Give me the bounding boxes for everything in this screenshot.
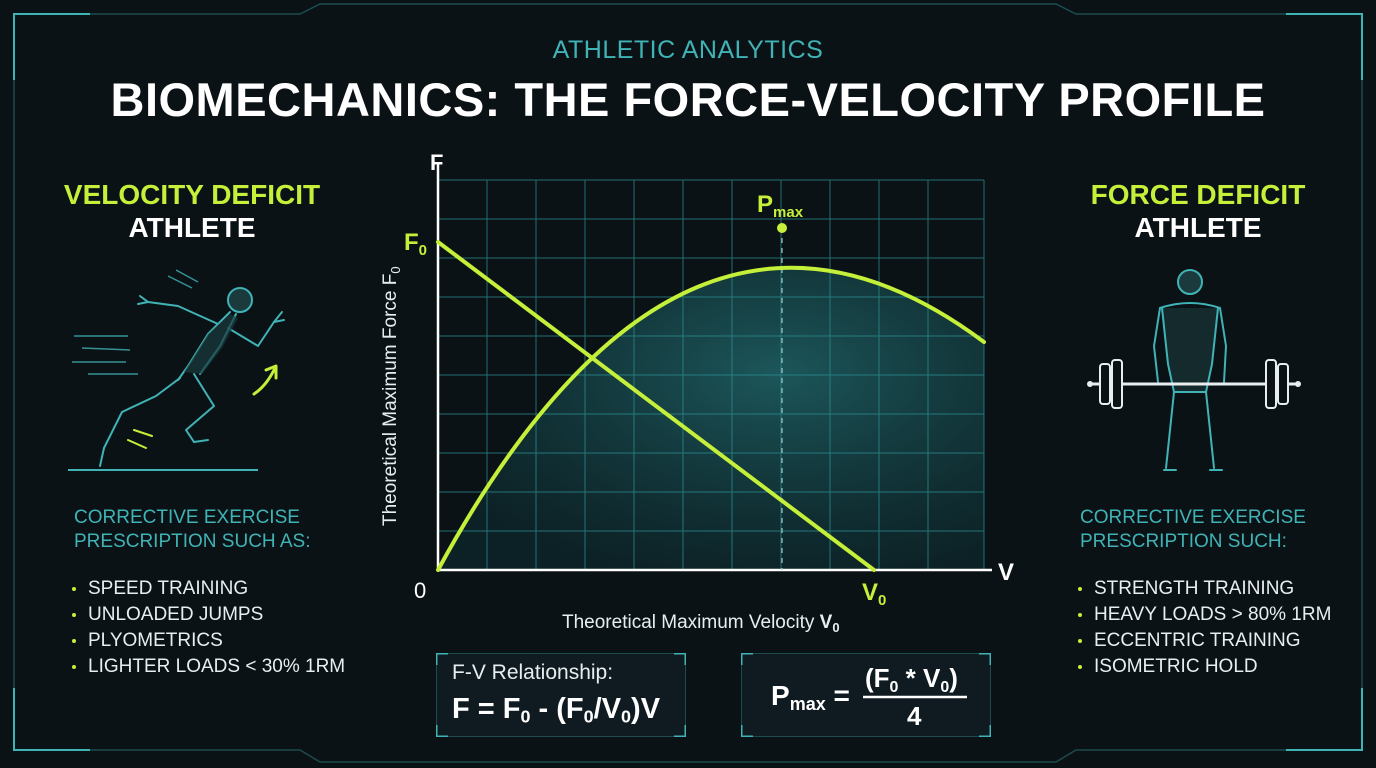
- list-item: STRENGTH TRAINING: [1078, 576, 1331, 602]
- left-title-highlight: VELOCITY DEFICIT: [63, 179, 321, 210]
- right-title-rest: ATHLETE: [1134, 212, 1262, 243]
- list-item: LIGHTER LOADS < 30% 1RM: [72, 654, 345, 680]
- pmax-denominator: 4: [907, 701, 922, 731]
- x-axis-title-sub: 0: [832, 620, 839, 635]
- x-axis-title-v: V: [820, 612, 833, 633]
- right-prescription: CORRECTIVE EXERCISE PRESCRIPTION SUCH:: [1080, 506, 1306, 554]
- page-title: BIOMECHANICS: THE FORCE-VELOCITY PROFILE: [110, 73, 1266, 126]
- fv-relationship-label: F-V Relationship:: [452, 661, 614, 684]
- fv-relationship-box: F-V Relationship: F = F0 - (F0/V0)V: [436, 653, 686, 737]
- f0-subscript: 0: [419, 242, 427, 259]
- pmax-formula-box: Pmax = (F0 * V0) 4: [741, 653, 991, 737]
- origin-label: 0: [414, 578, 426, 603]
- left-title-rest: ATHLETE: [128, 212, 256, 243]
- list-item: HEAVY LOADS > 80% 1RM: [1078, 602, 1331, 628]
- left-prescription-line1: CORRECTIVE EXERCISE: [74, 507, 300, 528]
- v0-label: V0: [862, 579, 886, 609]
- list-item: ISOMETRIC HOLD: [1078, 654, 1331, 680]
- x-axis-letter: V: [998, 559, 1014, 586]
- x-axis-title: Theoretical Maximum Velocity V0: [562, 612, 840, 635]
- pmax-letter: P: [757, 191, 773, 218]
- pmax-point: [777, 223, 787, 233]
- left-exercise-list: SPEED TRAINING UNLOADED JUMPS PLYOMETRIC…: [72, 576, 345, 680]
- right-panel-title: FORCE DEFICIT ATHLETE: [1068, 178, 1328, 244]
- pmax-equation: Pmax = (F0 * V0) 4: [771, 663, 967, 731]
- list-item: UNLOADED JUMPS: [72, 602, 345, 628]
- left-prescription-line2: PRESCRIPTION SUCH AS:: [74, 531, 311, 552]
- right-exercise-list: STRENGTH TRAINING HEAVY LOADS > 80% 1RM …: [1078, 576, 1331, 680]
- y-axis-title-sub: 0: [388, 266, 403, 273]
- list-item: PLYOMETRICS: [72, 628, 345, 654]
- f0-letter: F: [404, 229, 419, 256]
- list-item: ECCENTRIC TRAINING: [1078, 628, 1331, 654]
- y-axis-title-text: Theoretical Maximum Force F: [380, 274, 401, 526]
- power-curve: [436, 265, 986, 572]
- y-axis-letter: F: [430, 150, 443, 175]
- v0-letter: V: [862, 579, 878, 606]
- v0-subscript: 0: [878, 592, 886, 609]
- pmax-subscript: max: [773, 204, 804, 221]
- left-panel-title: VELOCITY DEFICIT ATHLETE: [62, 178, 322, 244]
- chart-grid: [438, 179, 985, 570]
- right-prescription-line2: PRESCRIPTION SUCH:: [1080, 531, 1287, 552]
- power-curve-area: [438, 267, 984, 570]
- weightlifter-icon: [1087, 269, 1301, 471]
- right-title-highlight: FORCE DEFICIT: [1090, 179, 1306, 210]
- y-axis-title: Theoretical Maximum Force F0: [380, 266, 403, 526]
- fv-relationship-equation: F = F0 - (F0/V0)V: [452, 693, 661, 727]
- sprinter-icon: [68, 269, 285, 471]
- box-frame: [436, 653, 686, 737]
- force-velocity-chart: F V 0 F0 V0 Pmax Theoretical Maximum For…: [380, 150, 1014, 635]
- kicker-text: ATHLETIC ANALYTICS: [552, 36, 824, 64]
- list-item: SPEED TRAINING: [72, 576, 345, 602]
- pmax-equation-lhs: Pmax =: [771, 680, 850, 714]
- pmax-label: Pmax: [757, 191, 804, 221]
- box-frame: [741, 653, 991, 737]
- pmax-numerator: (F0 * V0): [865, 663, 958, 696]
- left-prescription: CORRECTIVE EXERCISE PRESCRIPTION SUCH AS…: [74, 506, 311, 554]
- force-velocity-line: [436, 240, 876, 572]
- x-axis-title-text: Theoretical Maximum Velocity: [562, 612, 820, 633]
- right-prescription-line1: CORRECTIVE EXERCISE: [1080, 507, 1306, 528]
- f0-label: F0: [404, 229, 427, 259]
